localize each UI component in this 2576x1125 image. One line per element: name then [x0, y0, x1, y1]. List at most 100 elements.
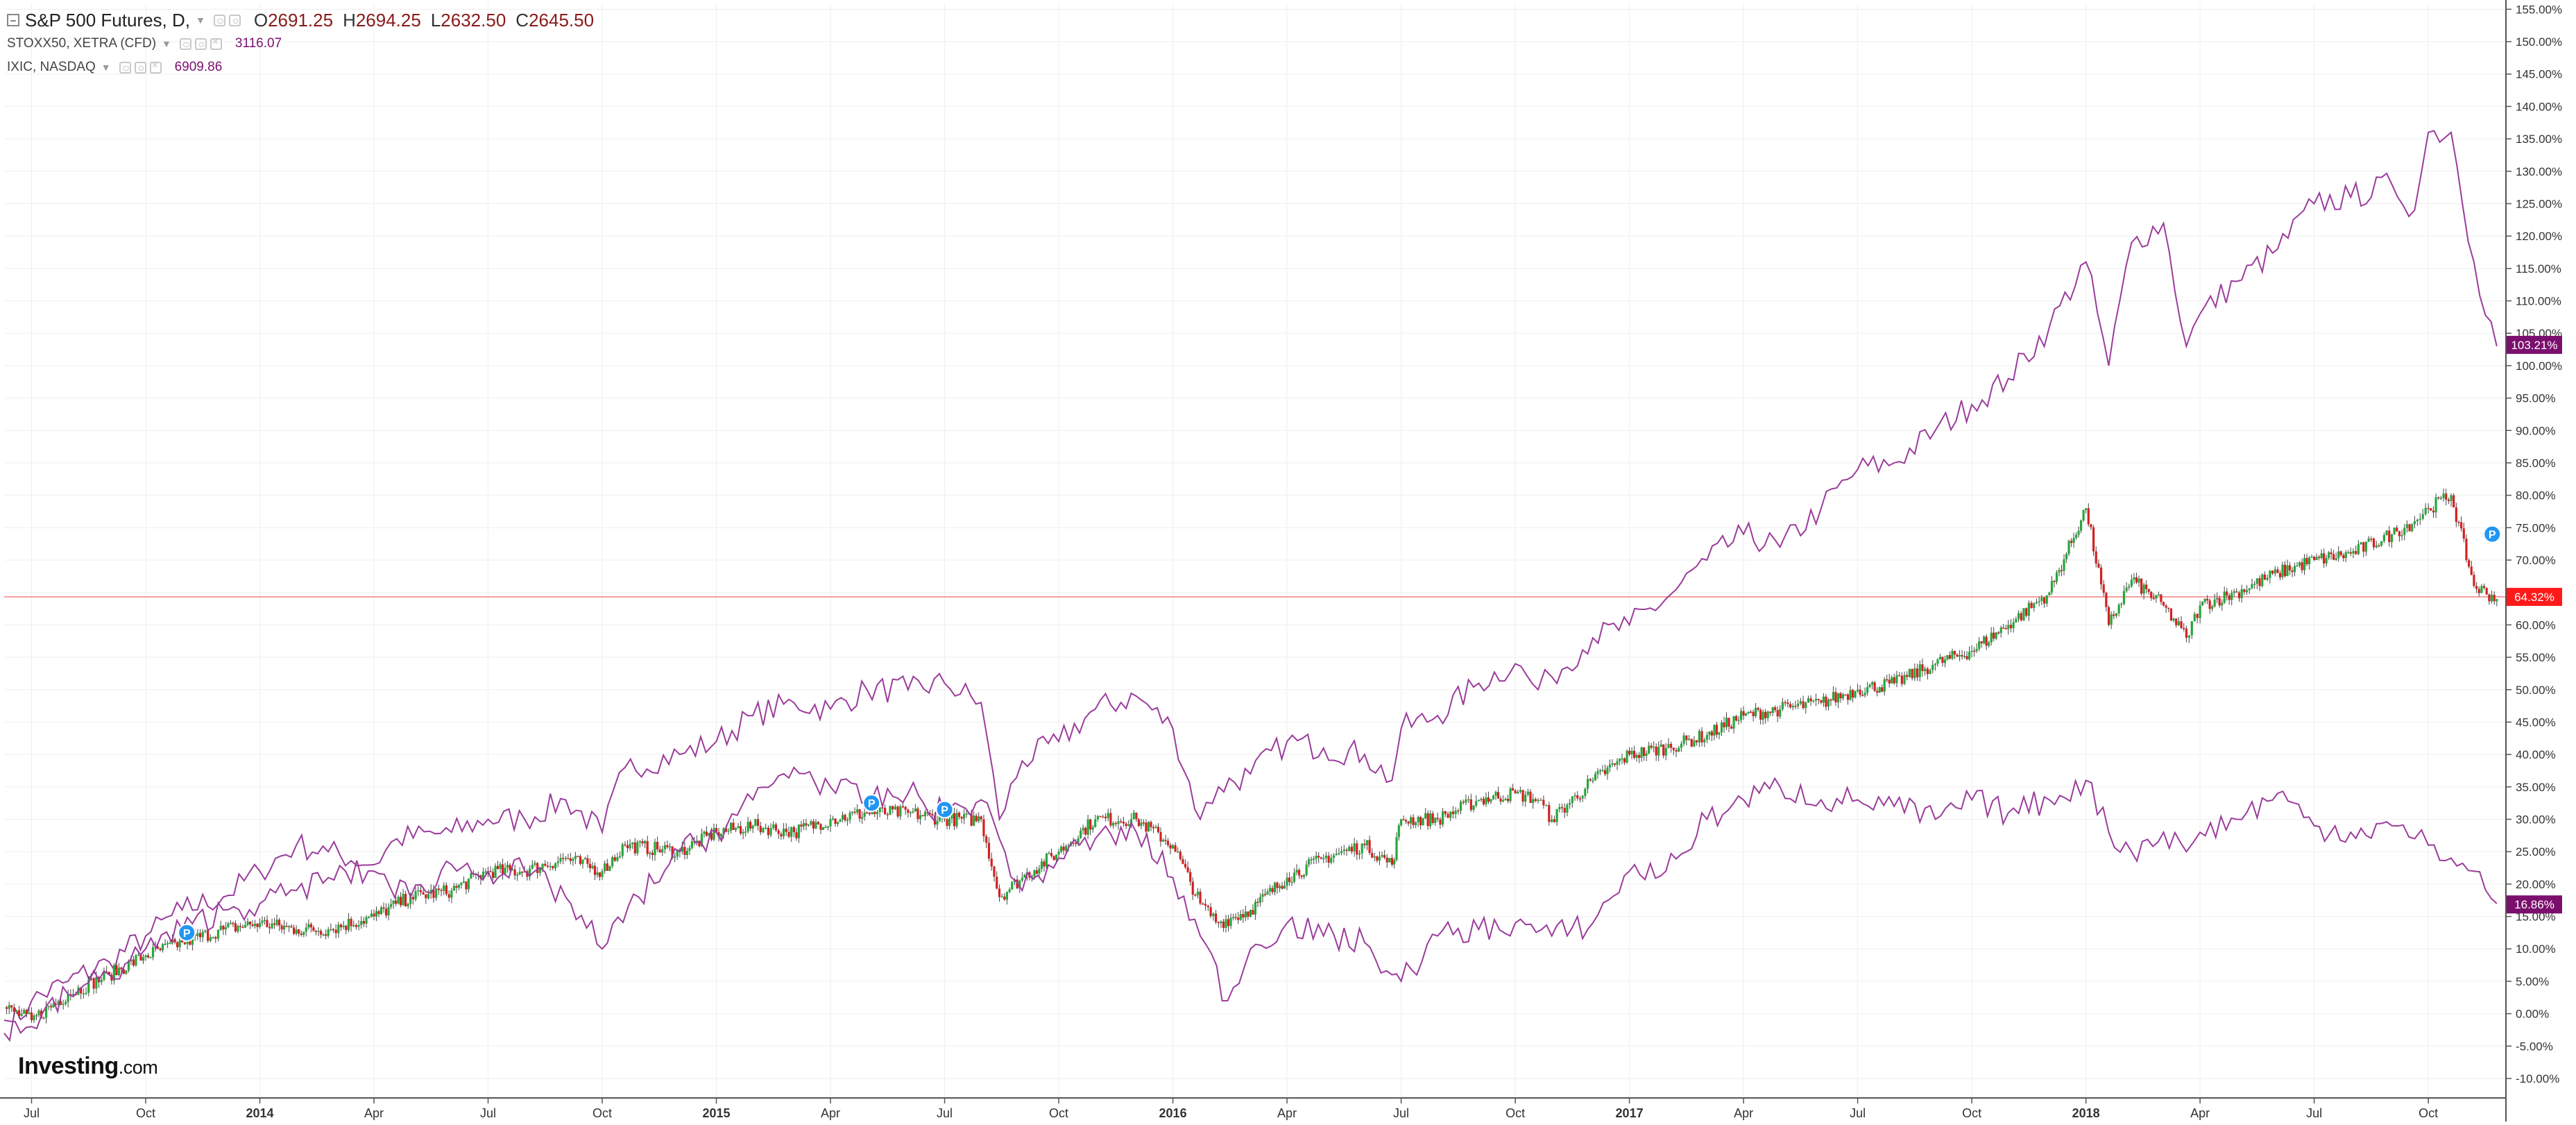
candle-body	[1883, 679, 1886, 692]
candle-body	[2271, 570, 2274, 574]
eye-icon[interactable]	[213, 14, 225, 26]
candle-body	[767, 827, 769, 836]
y-tick-label: 95.00%	[2516, 392, 2556, 405]
candle-body	[1154, 827, 1157, 829]
candle-body	[1868, 684, 1871, 687]
candle-body	[2335, 558, 2337, 560]
candle-body	[1611, 763, 1614, 765]
candle-body	[1943, 659, 1947, 663]
candle-body	[414, 891, 417, 899]
last-value-text: 16.86%	[2514, 898, 2554, 911]
eye-icon[interactable]	[119, 61, 131, 74]
gear-icon[interactable]	[194, 37, 207, 50]
candle-body	[2349, 552, 2352, 554]
candle-body	[528, 868, 531, 877]
candle-body	[1111, 822, 1115, 826]
compare1-symbol[interactable]: STOXX50, XETRA (CFD)	[7, 36, 157, 51]
candle-body	[1308, 859, 1311, 865]
candle-body	[1638, 754, 1641, 759]
candle-body	[1961, 654, 1963, 657]
candle-body	[1898, 675, 1901, 677]
dropdown-caret-icon[interactable]: ▼	[101, 62, 111, 73]
candle-body	[1335, 854, 1338, 856]
candle-body	[2328, 552, 2330, 559]
candle-body	[722, 828, 725, 834]
candle-body	[1023, 874, 1026, 878]
eye-icon[interactable]	[179, 37, 191, 50]
legend-main-row[interactable]: S&P 500 Futures, D, ▼ O 2691.25 H 2694.2…	[7, 8, 594, 32]
candle-body	[1715, 725, 1718, 735]
candle-body	[541, 863, 544, 870]
close-icon[interactable]	[210, 36, 222, 50]
candle-body	[1655, 746, 1657, 756]
y-tick-label: -10.00%	[2516, 1072, 2559, 1085]
candle-body	[1084, 827, 1087, 835]
candle-body	[2226, 591, 2228, 596]
candle-body	[2253, 584, 2256, 585]
candle-body	[1713, 725, 1716, 736]
candle-body	[2079, 520, 2083, 531]
candle-body	[624, 844, 626, 846]
candle-body	[2233, 591, 2235, 593]
candle-body	[1350, 847, 1354, 852]
candle-body	[1395, 837, 1398, 861]
candle-body	[176, 942, 179, 947]
candle-body	[876, 812, 879, 815]
x-axis: Jul Oct 2014 Apr Jul Oct 2015 Apr Jul Oct 2016 Apr J…	[0, 1097, 2506, 1120]
candle-body	[1288, 877, 1291, 882]
dropdown-caret-icon[interactable]: ▼	[195, 15, 205, 26]
candle-body	[1653, 746, 1655, 748]
candle-body	[938, 814, 941, 821]
candle-body	[419, 890, 423, 893]
candle-body	[724, 828, 728, 832]
legend-compare2-row[interactable]: IXIC, NASDAQ ▼ 6909.86	[7, 56, 594, 79]
candle-body	[719, 834, 723, 837]
candle-body	[518, 872, 521, 875]
investing-logo: Investing.com	[18, 1053, 158, 1080]
legend-compare1-row[interactable]: STOXX50, XETRA (CFD) ▼ 3116.07	[7, 32, 594, 56]
candle-body	[2162, 602, 2165, 606]
candle-body	[1278, 886, 1281, 888]
candle-body	[2269, 570, 2271, 578]
candle-body	[1276, 882, 1279, 888]
candle-body	[49, 1006, 53, 1008]
candle-body	[460, 882, 463, 886]
series	[3, 130, 2506, 1042]
candle-body	[139, 954, 142, 961]
candle-body	[1157, 827, 1160, 832]
close-icon[interactable]	[149, 60, 162, 74]
collapse-square-icon[interactable]	[7, 14, 19, 26]
last-value-badge	[2507, 588, 2562, 607]
candle-body	[462, 881, 466, 883]
candle-body	[1606, 767, 1609, 775]
candle-body	[432, 890, 435, 898]
candle-body	[1645, 753, 1648, 756]
gear-icon[interactable]	[134, 61, 146, 74]
candle-body	[1623, 758, 1626, 763]
candle-body	[727, 830, 730, 832]
candle-body	[2038, 601, 2040, 602]
candle-body	[2128, 586, 2131, 588]
candle-body	[1526, 791, 1529, 795]
close-label: C	[515, 9, 529, 31]
candle-body	[1643, 747, 1646, 756]
main-symbol[interactable]: S&P 500 Futures, D,	[25, 9, 190, 31]
gear-icon[interactable]	[228, 14, 241, 26]
candle-body	[1150, 822, 1152, 827]
candle-body	[819, 824, 822, 830]
candle-body	[1261, 894, 1264, 897]
candle-body	[1376, 856, 1379, 861]
candle-body	[921, 815, 924, 817]
candle-body	[1827, 699, 1830, 707]
compare2-symbol[interactable]: IXIC, NASDAQ	[7, 60, 96, 74]
candle-body	[509, 865, 511, 870]
candle-body	[1563, 808, 1566, 813]
dropdown-caret-icon[interactable]: ▼	[162, 38, 171, 49]
candle-body	[1723, 722, 1725, 727]
candle-body	[2465, 539, 2468, 561]
high-value: 2694.25	[355, 9, 421, 31]
candle-body	[2261, 574, 2264, 586]
candle-body	[1672, 747, 1675, 750]
candle-body	[1342, 849, 1345, 852]
